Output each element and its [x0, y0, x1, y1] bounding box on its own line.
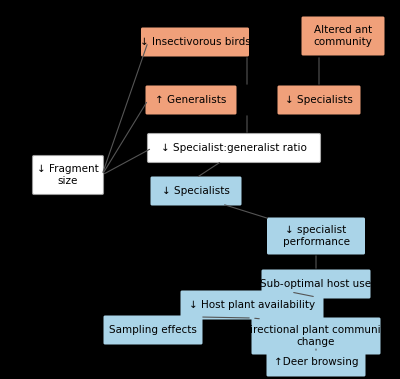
FancyBboxPatch shape [180, 290, 324, 319]
FancyBboxPatch shape [302, 17, 384, 55]
FancyBboxPatch shape [32, 155, 104, 194]
Text: Directional plant community
change: Directional plant community change [242, 325, 390, 347]
Text: Altered ant
community: Altered ant community [314, 25, 372, 47]
Text: Sampling effects: Sampling effects [109, 325, 197, 335]
FancyBboxPatch shape [266, 348, 366, 376]
FancyBboxPatch shape [104, 315, 202, 345]
Text: ↑ Generalists: ↑ Generalists [155, 95, 227, 105]
Text: ↓ Host plant availability: ↓ Host plant availability [189, 300, 315, 310]
Text: ↑Deer browsing: ↑Deer browsing [274, 357, 358, 367]
FancyBboxPatch shape [146, 86, 236, 114]
FancyBboxPatch shape [141, 28, 249, 56]
Text: ↓ specialist
performance: ↓ specialist performance [282, 225, 350, 247]
FancyBboxPatch shape [267, 218, 365, 255]
FancyBboxPatch shape [278, 86, 360, 114]
Text: Sub-optimal host use: Sub-optimal host use [260, 279, 372, 289]
Text: ↓ Specialist:generalist ratio: ↓ Specialist:generalist ratio [161, 143, 307, 153]
Text: ↓ Insectivorous birds: ↓ Insectivorous birds [140, 37, 250, 47]
FancyBboxPatch shape [150, 177, 242, 205]
Text: ↓ Specialists: ↓ Specialists [285, 95, 353, 105]
Text: ↓ Specialists: ↓ Specialists [162, 186, 230, 196]
FancyBboxPatch shape [252, 318, 380, 354]
FancyBboxPatch shape [262, 269, 370, 299]
Text: ↓ Fragment
size: ↓ Fragment size [37, 164, 99, 186]
FancyBboxPatch shape [148, 133, 320, 163]
